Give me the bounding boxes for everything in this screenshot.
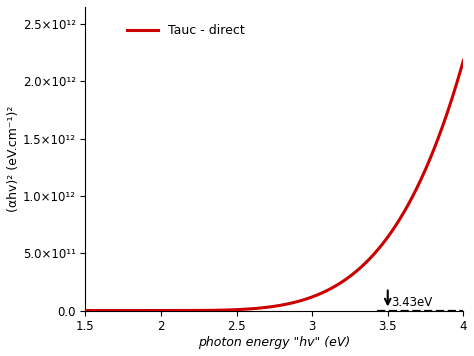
Legend: Tauc - direct: Tauc - direct: [122, 19, 250, 42]
Y-axis label: (αhv)² (eV.cm⁻¹)²: (αhv)² (eV.cm⁻¹)²: [7, 106, 20, 212]
Text: 3.43eV: 3.43eV: [391, 296, 432, 309]
X-axis label: photon energy "hv" (eV): photon energy "hv" (eV): [198, 336, 350, 349]
